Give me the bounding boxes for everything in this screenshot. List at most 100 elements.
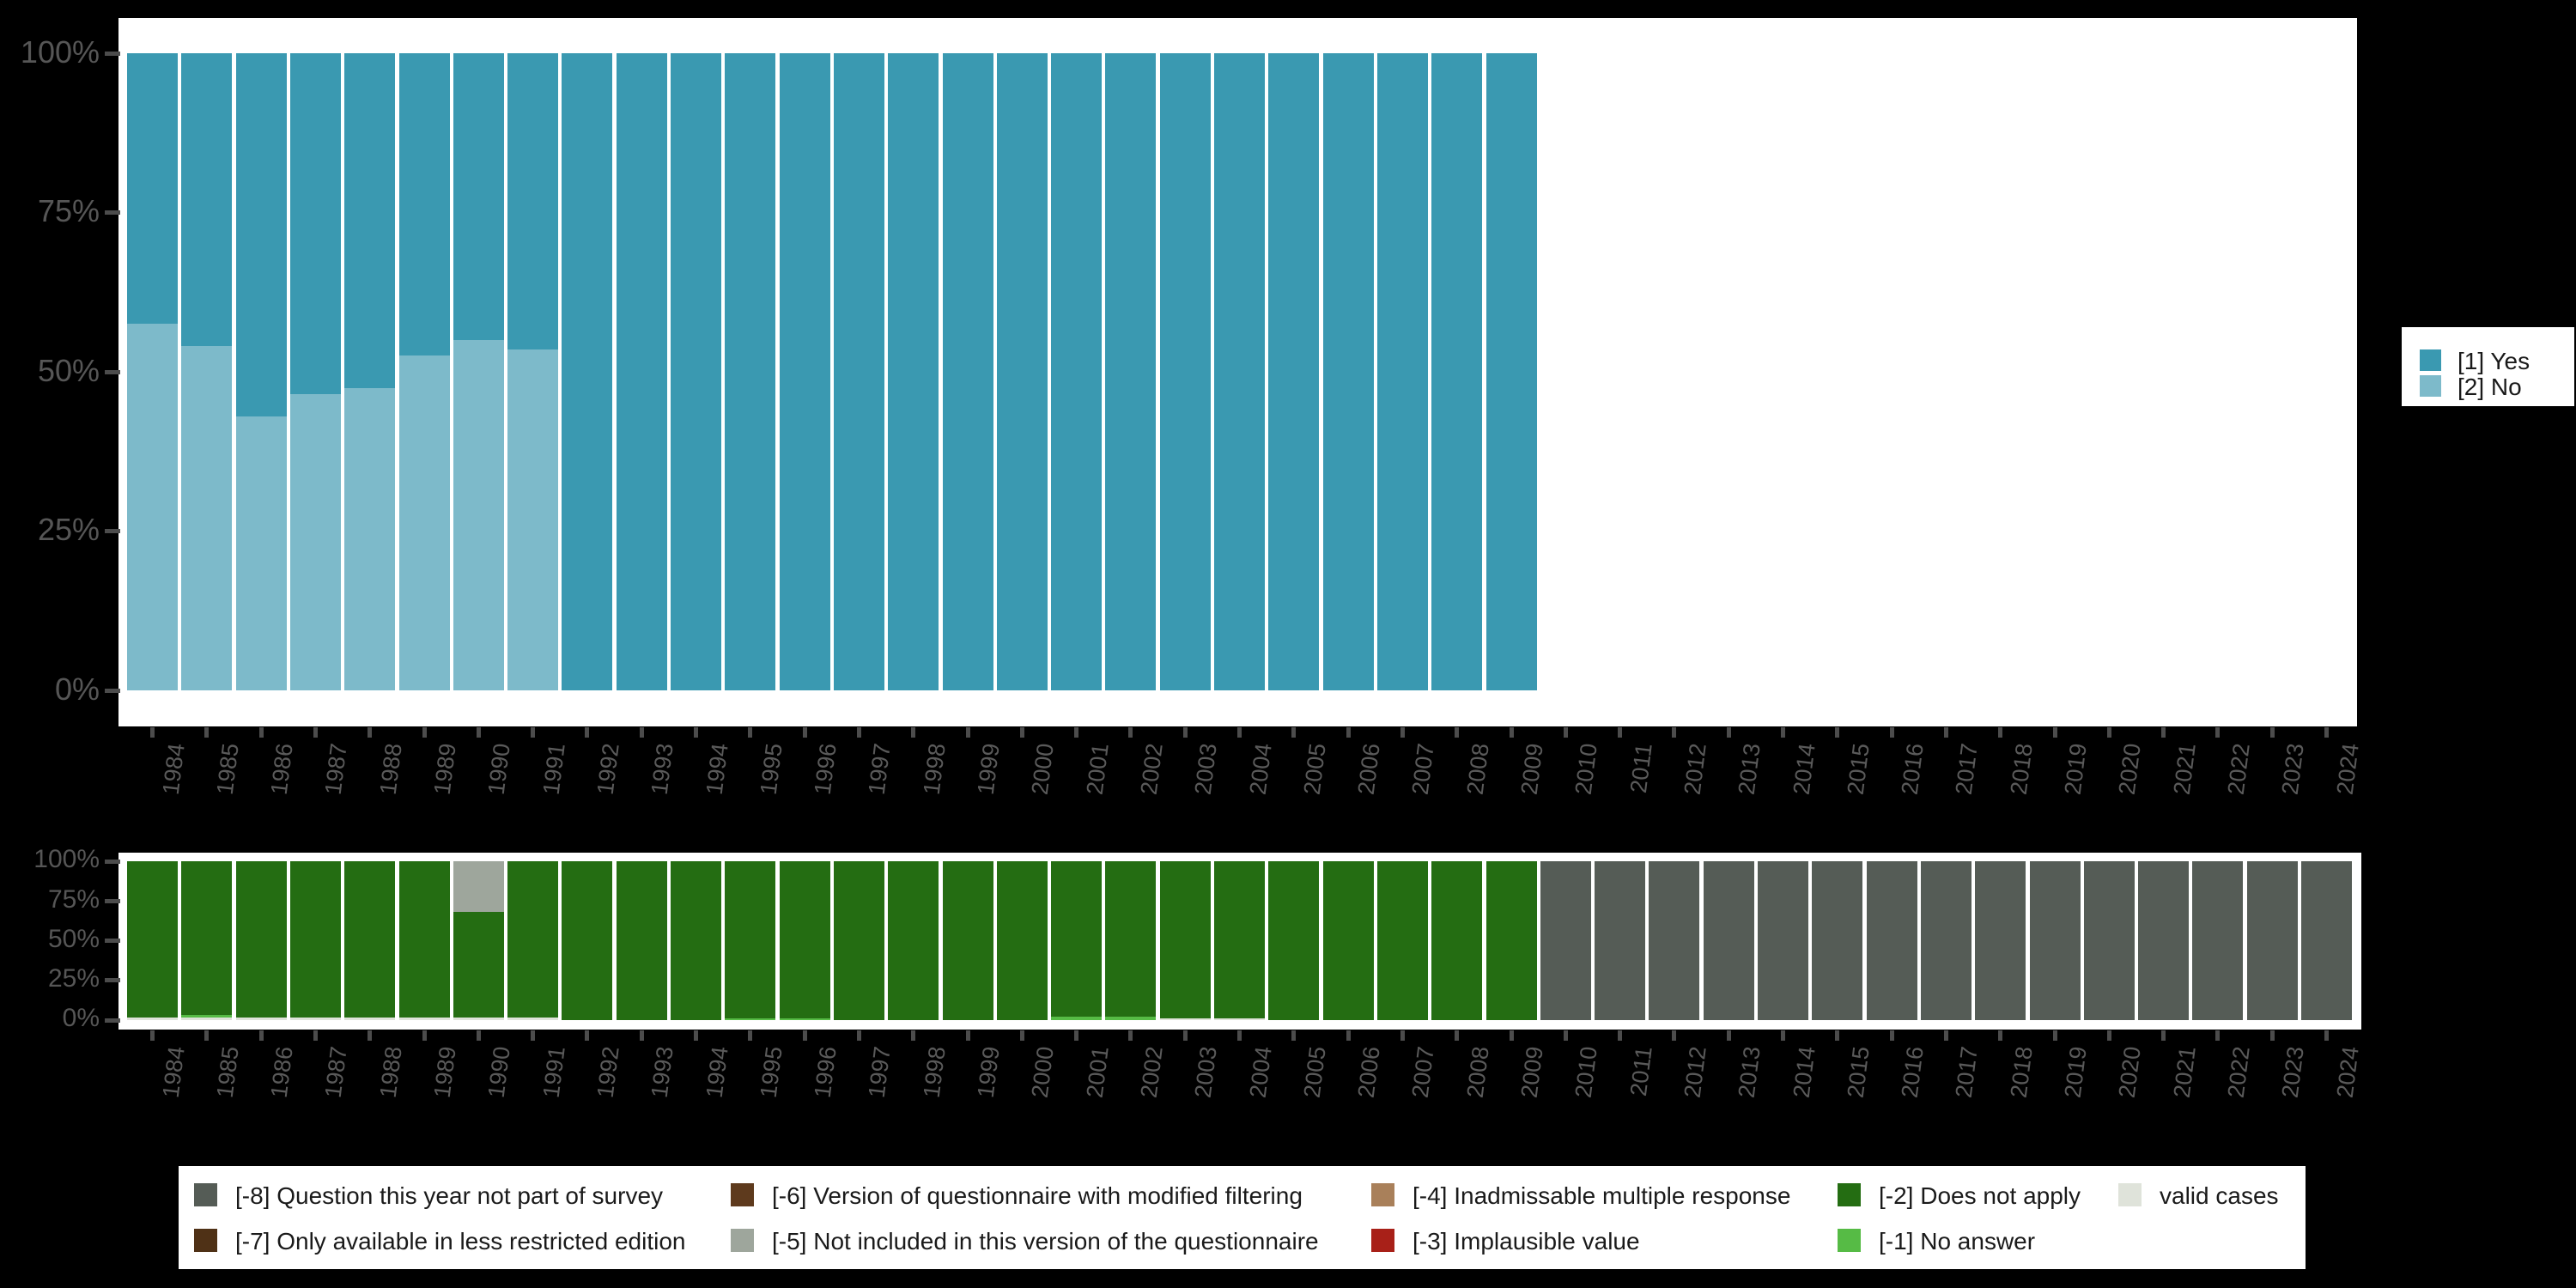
legend-label: valid cases — [2160, 1182, 2279, 1209]
y-axis-label: 100% — [33, 845, 100, 874]
y-axis-tick — [105, 529, 120, 533]
bar-segment — [996, 53, 1048, 690]
x-axis-tick — [856, 727, 861, 738]
x-axis-tick — [1074, 1030, 1079, 1041]
legend-label: [2] No — [2458, 374, 2522, 400]
x-axis-tick — [965, 727, 970, 738]
bar-segment — [1485, 53, 1537, 690]
x-axis-tick — [1509, 1030, 1514, 1041]
x-axis-tick — [965, 1030, 970, 1041]
bar-segment — [1431, 53, 1483, 690]
y-axis-label: 25% — [37, 512, 100, 548]
x-axis-tick — [1019, 1030, 1024, 1041]
x-axis-tick — [476, 727, 481, 738]
bar-segment — [942, 53, 993, 690]
x-axis-tick — [368, 727, 373, 738]
x-axis-tick — [204, 1030, 210, 1041]
x-axis-tick — [639, 1030, 644, 1041]
x-axis-tick — [1998, 1030, 2003, 1041]
x-axis-tick — [1835, 727, 1840, 738]
x-axis-tick — [2215, 1030, 2221, 1041]
legend-swatch — [194, 1229, 217, 1252]
x-axis-tick — [911, 1030, 916, 1041]
x-axis-tick — [1346, 727, 1351, 738]
bar-segment — [1051, 53, 1103, 690]
bar-segment — [888, 53, 939, 690]
bar-segment — [779, 861, 830, 1019]
bar-segment — [1485, 861, 1537, 1020]
y-axis-tick — [105, 51, 120, 56]
y-axis-label: 0% — [54, 671, 100, 707]
x-axis-tick — [2215, 727, 2221, 738]
bar-segment — [833, 861, 884, 1020]
bar-segment — [1214, 1018, 1265, 1020]
bar-segment — [725, 1018, 776, 1020]
bar-segment — [1159, 53, 1211, 690]
bar-segment — [235, 861, 287, 1018]
bar-segment — [833, 53, 884, 690]
x-axis-tick — [2161, 727, 2166, 738]
bar-segment — [779, 1018, 830, 1020]
x-axis-tick — [585, 1030, 590, 1041]
x-axis-tick — [1346, 1030, 1351, 1041]
x-axis-tick — [531, 727, 536, 738]
y-axis-label: 25% — [47, 964, 100, 993]
bar-segment — [181, 1015, 233, 1018]
x-axis-tick — [1455, 1030, 1460, 1041]
x-axis-tick — [1182, 727, 1188, 738]
bar-segment — [1376, 861, 1428, 1020]
y-axis-tick — [105, 688, 120, 693]
bar-segment — [1105, 861, 1157, 1018]
x-axis-tick — [1726, 727, 1731, 738]
x-axis-tick — [1291, 1030, 1297, 1041]
bar-segment — [344, 861, 396, 1018]
bar-segment — [1975, 861, 2026, 1020]
bar-segment — [888, 861, 939, 1020]
x-axis-tick — [1563, 1030, 1568, 1041]
y-axis-label: 100% — [20, 33, 100, 70]
legend-swatch — [731, 1183, 754, 1206]
bar-segment — [616, 861, 667, 1020]
x-axis-tick — [911, 727, 916, 738]
y-axis-tick — [105, 369, 120, 374]
x-axis-tick — [204, 727, 210, 738]
x-axis-year-label: 2024 — [2331, 1045, 2364, 1100]
bar-segment — [1159, 1018, 1211, 1020]
bar-segment — [398, 53, 450, 356]
x-axis-tick — [694, 727, 698, 738]
legend-swatch — [194, 1183, 217, 1206]
x-axis-tick — [802, 727, 807, 738]
bar-segment — [2138, 861, 2190, 1020]
bar-segment — [289, 1018, 341, 1020]
x-axis-tick — [2052, 727, 2057, 738]
x-axis-tick — [150, 727, 155, 738]
bar-segment — [453, 861, 504, 913]
x-axis-tick — [1128, 727, 1133, 738]
x-axis-tick — [748, 1030, 753, 1041]
x-axis-tick — [1074, 727, 1079, 738]
bar-segment — [181, 53, 233, 347]
bar-segment — [1595, 861, 1646, 1020]
x-axis-tick — [639, 727, 644, 738]
bar-segment — [235, 53, 287, 416]
legend-swatch — [2420, 349, 2441, 371]
x-axis-tick — [1781, 1030, 1785, 1041]
y-axis-tick — [105, 210, 120, 215]
x-axis-tick — [1509, 727, 1514, 738]
x-axis-tick — [2106, 1030, 2111, 1041]
bar-segment — [507, 53, 559, 350]
bar-segment — [127, 53, 178, 325]
bar-segment — [453, 339, 504, 690]
bar-segment — [1540, 861, 1591, 1020]
legend-label: [-4] Inadmissable multiple response — [1413, 1182, 1791, 1209]
bar-segment — [725, 53, 776, 690]
legend-label: [-7] Only available in less restricted e… — [235, 1228, 686, 1255]
bar-segment — [453, 912, 504, 1018]
x-axis-tick — [2269, 727, 2275, 738]
bar-segment — [181, 1018, 233, 1020]
x-axis-tick — [1781, 727, 1785, 738]
x-axis-tick — [422, 1030, 427, 1041]
bar-segment — [671, 53, 721, 690]
bar-segment — [507, 349, 559, 690]
